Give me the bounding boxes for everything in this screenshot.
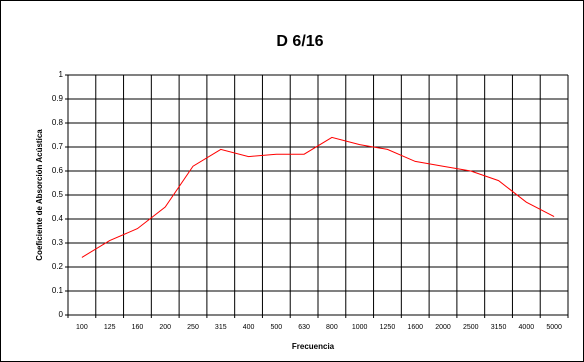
x-tick-label: 125 [104,324,116,331]
x-tick-label: 500 [270,324,282,331]
x-tick-label: 1600 [407,324,423,331]
x-tick-label: 4000 [519,324,535,331]
x-tick-label: 1000 [352,324,368,331]
x-tick-label: 160 [132,324,144,331]
x-tick-label: 315 [215,324,227,331]
y-tick-label: 0.8 [52,118,64,127]
x-tick-label: 2500 [463,324,479,331]
x-tick-label: 2000 [435,324,451,331]
chart-title: D 6/16 [276,33,323,50]
y-tick-label: 0.2 [52,262,64,271]
y-tick-label: 0 [59,310,64,319]
y-tick-label: 0.3 [52,238,64,247]
x-tick-label: 1250 [380,324,396,331]
x-axis-label: Frecuencia [292,342,335,351]
y-tick-label: 0.7 [52,142,64,151]
y-tick-label: 0.5 [52,190,64,199]
x-tick-label: 630 [298,324,310,331]
x-tick-label: 250 [187,324,199,331]
y-tick-label: 0.9 [52,94,64,103]
y-tick-label: 0.6 [52,166,64,175]
x-tick-label: 800 [326,324,338,331]
x-tick-label: 400 [243,324,255,331]
data-line [81,136,555,258]
x-tick-label: 5000 [546,324,562,331]
x-tick-label: 200 [159,324,171,331]
y-axis-label: Coeficiente de Absorción Acústica [35,129,44,261]
y-tick-label: 0.1 [52,286,64,295]
y-tick-label: 0.4 [52,214,64,223]
x-tick-label: 3150 [491,324,507,331]
x-tick-label: 100 [76,324,88,331]
y-tick-label: 1 [59,70,64,79]
